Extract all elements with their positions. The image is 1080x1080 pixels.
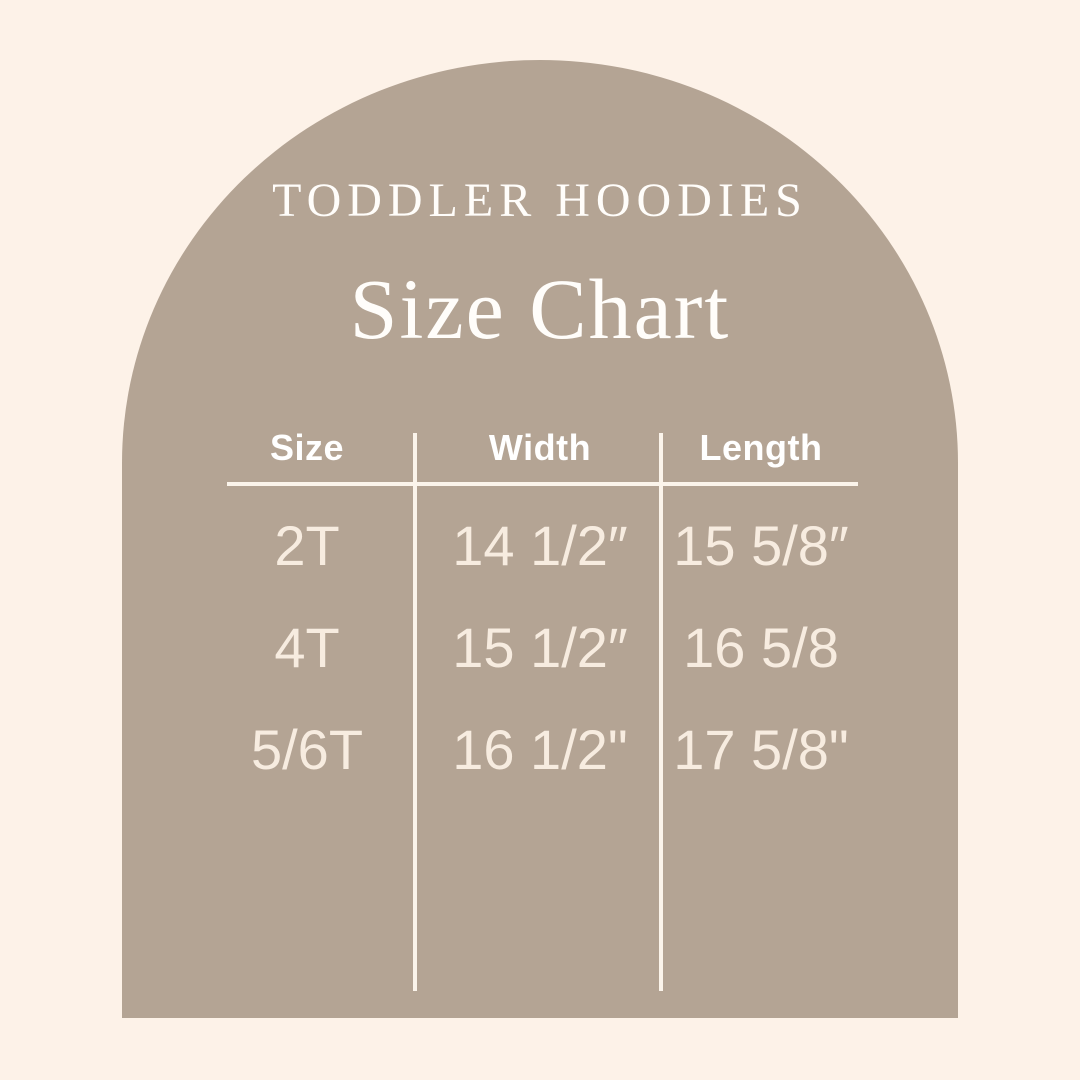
- column-divider-2: [659, 433, 663, 991]
- table-cell-size-2t: 2T: [274, 514, 340, 577]
- header-underline: [227, 482, 858, 486]
- eyebrow-title: TODDLER HOODIES: [272, 174, 808, 227]
- page-title: Size Chart: [349, 261, 731, 357]
- table-cell-size-4t: 4T: [274, 616, 340, 679]
- table-cell-length-4t: 16 5/8: [683, 616, 839, 679]
- column-header-length: Length: [699, 427, 823, 468]
- table-cell-width-2t: 14 1/2″: [452, 514, 628, 577]
- column-header-width: Width: [488, 427, 592, 468]
- column-divider-1: [413, 433, 417, 991]
- table-cell-length-2t: 15 5/8″: [673, 514, 849, 577]
- table-cell-width-5-6t: 16 1/2": [452, 718, 628, 781]
- arch-background: [122, 60, 958, 1018]
- column-header-size: Size: [269, 427, 345, 468]
- table-cell-width-4t: 15 1/2″: [452, 616, 628, 679]
- table-cell-size-5-6t: 5/6T: [250, 718, 364, 781]
- table-cell-length-5-6t: 17 5/8": [673, 718, 849, 781]
